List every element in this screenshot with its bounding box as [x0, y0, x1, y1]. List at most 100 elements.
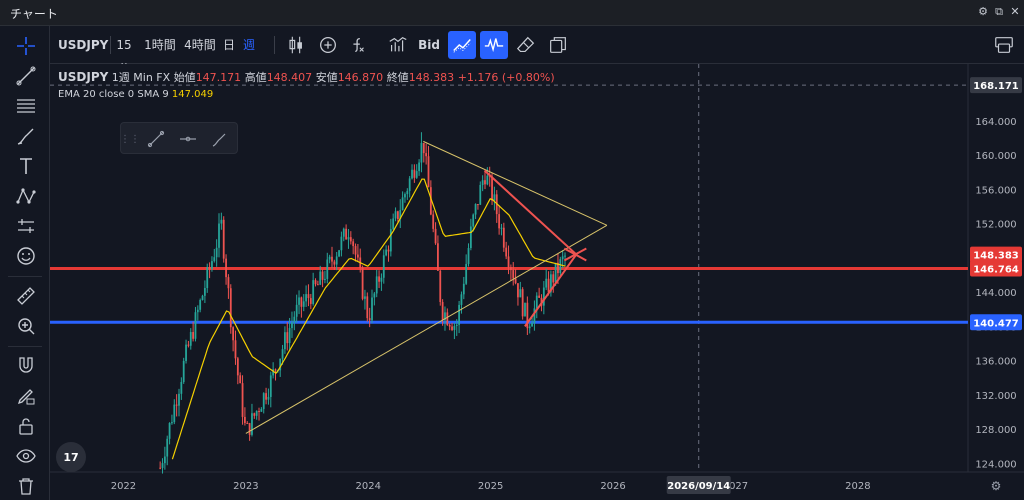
candle-body [300, 297, 303, 307]
candle-body [352, 241, 355, 247]
candle-body [274, 369, 277, 371]
candle-body [467, 248, 470, 265]
lock-drawing-icon[interactable] [12, 382, 40, 410]
ruler-icon[interactable] [12, 282, 40, 310]
eraser-icon[interactable] [512, 31, 540, 59]
candle-body [434, 228, 437, 244]
horizontal-line-tool-icon[interactable] [175, 127, 201, 151]
drag-handle-icon[interactable]: ⋮⋮ [120, 133, 140, 145]
brush-tool-icon[interactable] [207, 127, 233, 151]
candle-body [531, 322, 533, 327]
trendline-icon[interactable] [12, 62, 40, 90]
trend-active-icon[interactable] [448, 31, 476, 59]
candle-body [411, 169, 413, 179]
candle-body [385, 249, 388, 256]
candle-body [429, 187, 432, 215]
close-icon[interactable]: ✕ [1010, 5, 1020, 18]
candle-body [251, 413, 253, 435]
crosshair-icon[interactable] [12, 32, 40, 60]
candle-body [477, 204, 479, 206]
candle-body [432, 214, 435, 229]
candle-body [321, 271, 324, 280]
forecast-icon[interactable] [12, 212, 40, 240]
lock-icon[interactable] [12, 412, 40, 440]
candle-body [340, 236, 343, 251]
price-label-text: 148.383 [973, 251, 1019, 262]
candle-body [331, 256, 333, 262]
price-label-crosshair [970, 77, 1022, 94]
price-side-button[interactable]: Bid [418, 38, 440, 52]
candle-body [211, 261, 213, 269]
pattern-icon[interactable] [12, 182, 40, 210]
candle-body [189, 332, 192, 346]
trash-icon[interactable] [12, 472, 40, 500]
candle-body [229, 288, 232, 328]
candle-body [220, 219, 223, 224]
tradingview-logo[interactable]: 17 [56, 442, 86, 472]
crosshair-date-text: 2026/09/14 [667, 481, 730, 492]
time-axis [50, 472, 1024, 500]
candle-body [232, 327, 235, 341]
text-icon[interactable] [12, 152, 40, 180]
bar-replay-icon[interactable] [384, 31, 412, 59]
trendline-tool-icon[interactable] [143, 127, 169, 151]
popout-icon[interactable]: ⧉ [995, 5, 1003, 18]
candle-body [185, 344, 187, 361]
candle-body [255, 410, 258, 416]
eye-icon[interactable] [12, 442, 40, 470]
drawing-toolbar [0, 26, 50, 500]
wave-active-icon[interactable] [480, 31, 508, 59]
candle-body [279, 358, 282, 371]
legend-close: 148.383 [408, 71, 455, 84]
candle-body [267, 396, 270, 400]
candle-body [387, 249, 390, 252]
candle-body [521, 289, 524, 317]
candle-body [465, 264, 468, 284]
candle-body [265, 393, 267, 400]
red-triangle-tip [563, 247, 587, 262]
layouts-panel-icon[interactable] [990, 31, 1018, 59]
candle-body [182, 360, 185, 382]
candle-body [462, 283, 465, 295]
price-chart[interactable]: 124.000128.000132.000136.000140.000144.0… [50, 64, 1024, 500]
candle-body [446, 312, 449, 325]
candle-body [203, 288, 206, 296]
candles-icon[interactable] [282, 31, 310, 59]
candle-body [288, 328, 291, 344]
legend-open-label: 始値 [173, 71, 196, 84]
interval-15m-button[interactable]: 15分 [116, 38, 132, 76]
legend-high-label: 高値 [244, 71, 267, 84]
interval-1h-button[interactable]: 1時間 [144, 38, 176, 52]
candle-body [382, 255, 385, 278]
candle-body [163, 456, 166, 464]
candle-body [199, 299, 202, 310]
candle-body [502, 227, 505, 248]
brush-icon[interactable] [12, 122, 40, 150]
candle-body [533, 308, 536, 323]
candle-body [557, 262, 559, 274]
candle-body [420, 142, 423, 163]
indicator-legend[interactable]: EMA 20 close 0 SMA 9 147.049 [58, 89, 213, 100]
candle-body [312, 280, 315, 304]
candle-body [236, 358, 239, 376]
candle-body [404, 194, 406, 198]
interval-day-button[interactable]: 日 [222, 38, 235, 52]
fib-icon[interactable] [12, 92, 40, 120]
magnet-icon[interactable] [12, 352, 40, 380]
add-icon[interactable] [314, 31, 342, 59]
interval-week-button[interactable]: 週 [242, 38, 255, 52]
symbol-search-button[interactable]: USDJPY [58, 38, 109, 52]
chart-pane[interactable]: 124.000128.000132.000136.000140.000144.0… [50, 64, 1024, 500]
indicators-icon[interactable] [344, 31, 372, 59]
candle-body [335, 256, 338, 265]
candle-body [538, 295, 541, 298]
candle-body [453, 326, 456, 330]
interval-4h-button[interactable]: 4時間 [184, 38, 216, 52]
emoji-icon[interactable] [12, 242, 40, 270]
candle-body [418, 162, 420, 172]
candle-body [192, 332, 195, 339]
settings-icon[interactable]: ⚙ [978, 5, 988, 18]
zoom-icon[interactable] [12, 312, 40, 340]
layout-icon[interactable] [544, 31, 572, 59]
candle-body [328, 256, 331, 260]
